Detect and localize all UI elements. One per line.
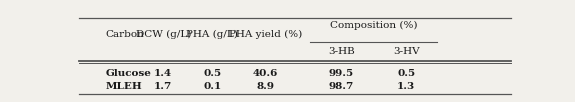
Text: 3-HB: 3-HB <box>328 47 355 56</box>
Text: MLEH: MLEH <box>105 82 142 91</box>
Text: Glucose: Glucose <box>105 69 151 78</box>
Text: DCW (g/L): DCW (g/L) <box>136 30 191 39</box>
Text: PHA (g/L): PHA (g/L) <box>186 30 238 39</box>
Text: 0.1: 0.1 <box>203 82 221 91</box>
Text: 0.5: 0.5 <box>203 69 221 78</box>
Text: 99.5: 99.5 <box>329 69 354 78</box>
Text: 1.3: 1.3 <box>397 82 415 91</box>
Text: 3-HV: 3-HV <box>393 47 419 56</box>
Text: 0.5: 0.5 <box>397 69 415 78</box>
Text: 1.4: 1.4 <box>154 69 172 78</box>
Text: 40.6: 40.6 <box>253 69 278 78</box>
Text: PHA yield (%): PHA yield (%) <box>229 30 302 39</box>
Text: Carbon: Carbon <box>105 30 144 39</box>
Text: Composition (%): Composition (%) <box>330 21 417 30</box>
Text: 1.7: 1.7 <box>154 82 172 91</box>
Text: 8.9: 8.9 <box>256 82 275 91</box>
Text: 98.7: 98.7 <box>329 82 354 91</box>
